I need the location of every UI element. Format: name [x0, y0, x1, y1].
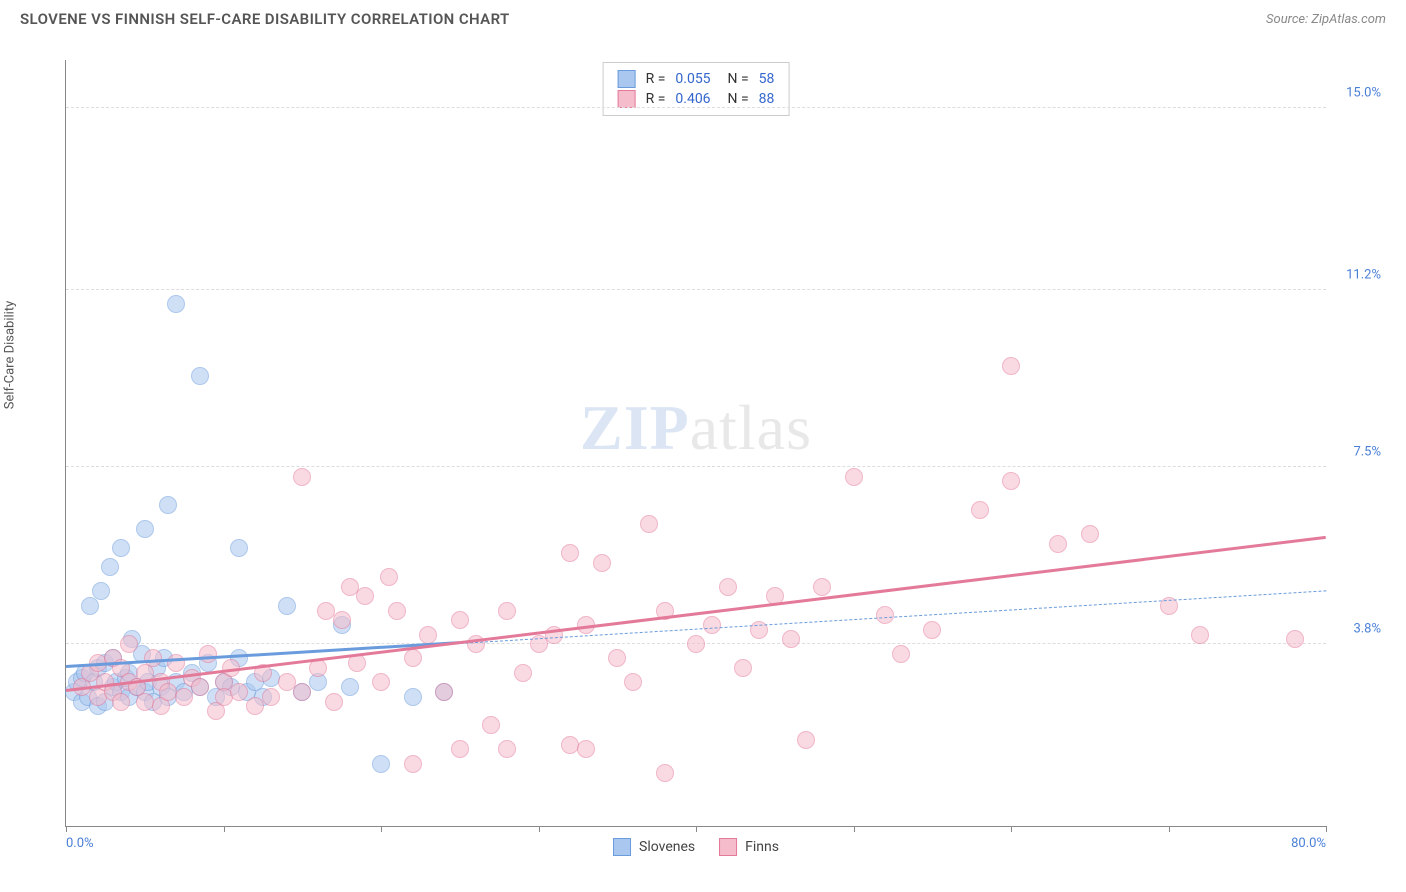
x-max-label: 80.0% — [1291, 836, 1326, 851]
x-tick — [66, 826, 67, 832]
data-point-finns — [593, 554, 611, 572]
data-point-finns — [813, 578, 831, 596]
y-tick-label: 7.5% — [1353, 444, 1381, 459]
data-point-finns — [797, 731, 815, 749]
data-point-finns — [482, 716, 500, 734]
data-point-finns — [333, 611, 351, 629]
data-point-finns — [608, 649, 626, 667]
data-point-slovenes — [92, 582, 110, 600]
data-point-finns — [687, 635, 705, 653]
data-point-slovenes — [404, 688, 422, 706]
data-point-finns — [191, 678, 209, 696]
data-point-finns — [782, 630, 800, 648]
data-point-finns — [1191, 626, 1209, 644]
data-point-finns — [923, 621, 941, 639]
data-point-finns — [380, 568, 398, 586]
data-point-finns — [419, 626, 437, 644]
data-point-finns — [246, 697, 264, 715]
data-point-finns — [1002, 357, 1020, 375]
legend-stats: R = 0.055 N = 58R = 0.406 N = 88 — [603, 62, 790, 116]
data-point-finns — [577, 740, 595, 758]
gridline — [66, 289, 1326, 290]
data-point-finns — [892, 645, 910, 663]
data-point-finns — [1286, 630, 1304, 648]
data-point-finns — [372, 673, 390, 691]
gridline — [66, 107, 1326, 108]
data-point-finns — [514, 664, 532, 682]
chart-container: Self-Care Disability ZIPatlas R = 0.055 … — [20, 40, 1386, 872]
data-point-finns — [845, 468, 863, 486]
legend-stat-row: R = 0.055 N = 58 — [618, 69, 775, 89]
source-label: Source: ZipAtlas.com — [1266, 12, 1386, 27]
data-point-finns — [451, 611, 469, 629]
y-tick-label: 3.8% — [1353, 622, 1381, 637]
watermark: ZIPatlas — [580, 391, 812, 465]
data-point-finns — [230, 683, 248, 701]
data-point-finns — [435, 683, 453, 701]
data-point-finns — [734, 659, 752, 677]
data-point-finns — [703, 616, 721, 634]
x-tick — [381, 826, 382, 832]
data-point-finns — [451, 740, 469, 758]
plot-area: ZIPatlas R = 0.055 N = 58R = 0.406 N = 8… — [65, 60, 1326, 827]
y-axis-label: Self-Care Disability — [3, 301, 18, 409]
data-point-finns — [356, 587, 374, 605]
trend-line — [66, 536, 1326, 692]
data-point-slovenes — [136, 520, 154, 538]
data-point-finns — [640, 515, 658, 533]
data-point-finns — [1002, 472, 1020, 490]
data-point-finns — [175, 688, 193, 706]
x-min-label: 0.0% — [66, 836, 94, 851]
data-point-slovenes — [159, 496, 177, 514]
data-point-finns — [498, 602, 516, 620]
data-point-slovenes — [191, 367, 209, 385]
x-tick — [1169, 826, 1170, 832]
data-point-finns — [199, 645, 217, 663]
legend-series: Slovenes Finns — [613, 838, 779, 856]
data-point-finns — [293, 683, 311, 701]
x-tick — [1011, 826, 1012, 832]
data-point-finns — [498, 740, 516, 758]
data-point-finns — [719, 578, 737, 596]
y-tick-label: 15.0% — [1346, 85, 1381, 100]
legend-item: Slovenes — [613, 838, 695, 856]
y-tick-label: 11.2% — [1346, 267, 1381, 282]
data-point-slovenes — [230, 539, 248, 557]
data-point-slovenes — [167, 295, 185, 313]
data-point-finns — [262, 688, 280, 706]
data-point-finns — [1081, 525, 1099, 543]
x-tick — [224, 826, 225, 832]
data-point-slovenes — [341, 678, 359, 696]
data-point-finns — [120, 635, 138, 653]
x-tick — [1326, 826, 1327, 832]
data-point-slovenes — [101, 558, 119, 576]
gridline — [66, 466, 1326, 467]
data-point-finns — [388, 602, 406, 620]
data-point-finns — [876, 606, 894, 624]
data-point-slovenes — [278, 597, 296, 615]
x-tick — [854, 826, 855, 832]
data-point-slovenes — [372, 755, 390, 773]
chart-title: SLOVENE VS FINNISH SELF-CARE DISABILITY … — [20, 10, 510, 28]
data-point-finns — [293, 468, 311, 486]
data-point-finns — [971, 501, 989, 519]
x-tick — [539, 826, 540, 832]
legend-item: Finns — [719, 838, 779, 856]
data-point-finns — [112, 693, 130, 711]
data-point-slovenes — [112, 539, 130, 557]
data-point-finns — [624, 673, 642, 691]
data-point-finns — [404, 649, 422, 667]
data-point-finns — [325, 693, 343, 711]
data-point-finns — [1049, 535, 1067, 553]
data-point-finns — [561, 544, 579, 562]
x-tick — [696, 826, 697, 832]
data-point-finns — [656, 764, 674, 782]
data-point-finns — [404, 755, 422, 773]
